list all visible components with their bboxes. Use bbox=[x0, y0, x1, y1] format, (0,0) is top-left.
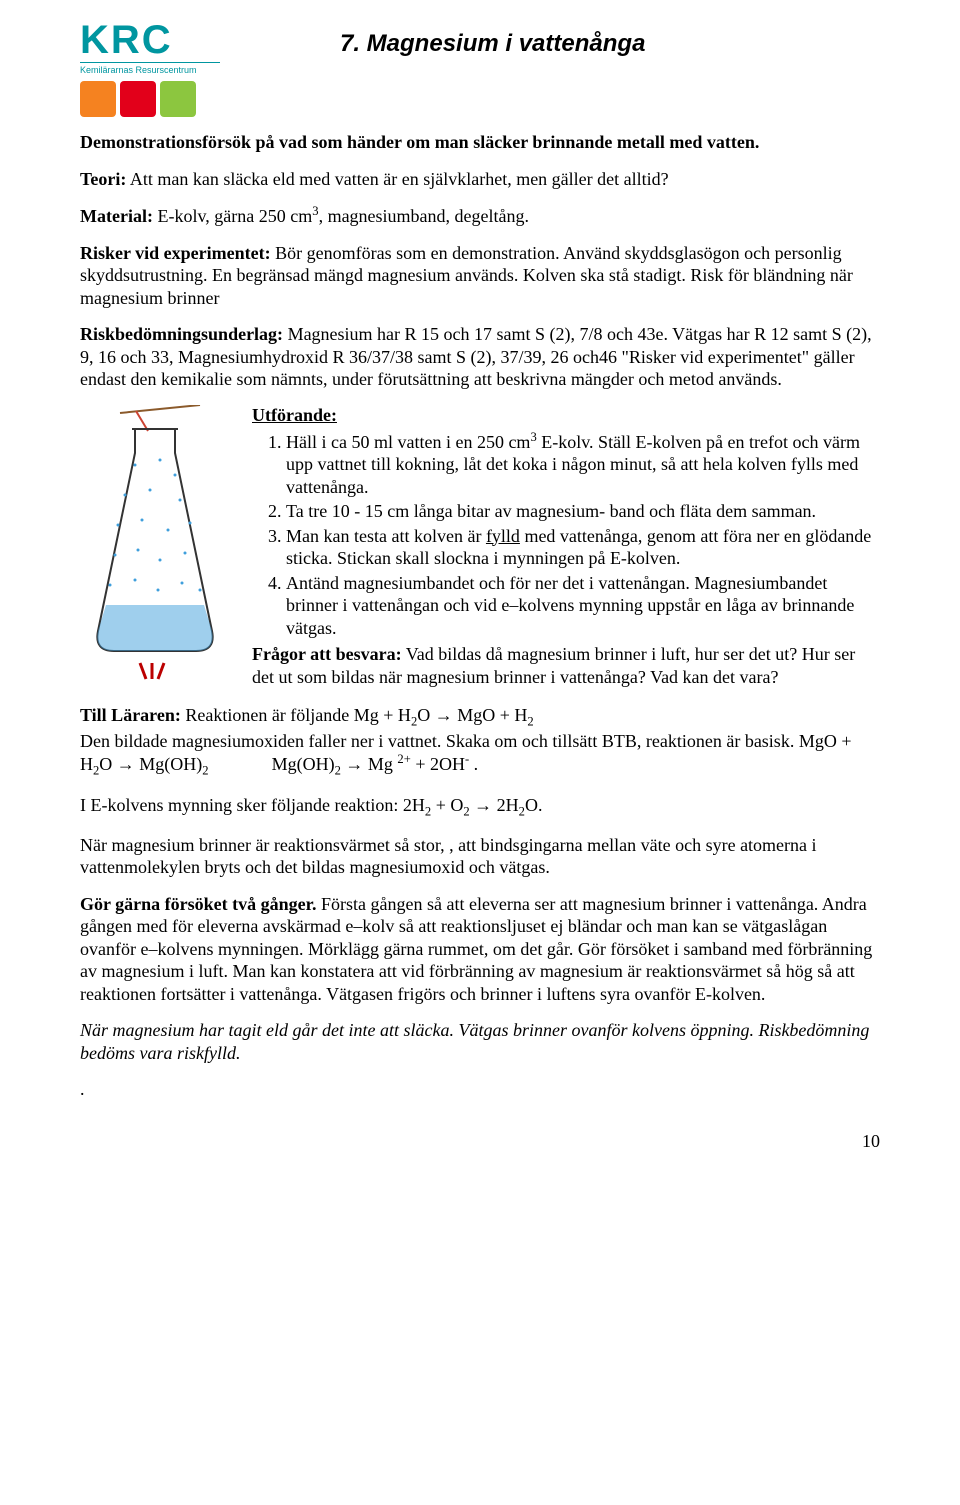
teori-paragraph: Teori: Att man kan släcka eld med vatten… bbox=[80, 168, 880, 191]
risker-paragraph: Risker vid experimentet: Bör genomföras … bbox=[80, 242, 880, 310]
till-lararen-paragraph: Till Läraren: Reaktionen är följande Mg … bbox=[80, 704, 880, 780]
logo-icons bbox=[80, 81, 220, 117]
steps-list: Häll i ca 50 ml vatten i en 250 cm3 E-ko… bbox=[252, 430, 880, 640]
riskbed-paragraph: Riskbedömningsunderlag: Magnesium har R … bbox=[80, 323, 880, 391]
material-text-b: , magnesiumband, degeltång. bbox=[319, 206, 529, 226]
fragor-label: Frågor att besvara: bbox=[252, 644, 402, 664]
dot-line: . bbox=[80, 1078, 880, 1101]
risker-label: Risker vid experimentet: bbox=[80, 243, 271, 263]
procedure-text: Utförande: Häll i ca 50 ml vatten i en 2… bbox=[252, 405, 880, 690]
utforande-label: Utförande: bbox=[252, 405, 880, 426]
mynning-paragraph: I E-kolvens mynning sker följande reakti… bbox=[80, 794, 880, 820]
flask-icon bbox=[80, 405, 230, 685]
logo: KRC Kemilärarnas Resurscentrum bbox=[80, 20, 220, 117]
page-number: 10 bbox=[80, 1131, 880, 1152]
material-text-a: E-kolv, gärna 250 cm bbox=[153, 206, 312, 226]
gor-label: Gör gärna försöket två gånger. bbox=[80, 894, 316, 914]
fragor-paragraph: Frågor att besvara: Vad bildas då magnes… bbox=[252, 643, 880, 688]
step-2: Ta tre 10 - 15 cm långa bitar av magnesi… bbox=[286, 500, 880, 523]
page-title: 7. Magnesium i vattenånga bbox=[340, 30, 645, 57]
italic-warning: När magnesium har tagit eld går det inte… bbox=[80, 1019, 880, 1064]
step-4: Antänd magnesiumbandet och för ner det i… bbox=[286, 572, 880, 640]
procedure-section: Utförande: Häll i ca 50 ml vatten i en 2… bbox=[80, 405, 880, 690]
header: KRC Kemilärarnas Resurscentrum 7. Magnes… bbox=[80, 20, 880, 117]
leaf-icon bbox=[160, 81, 196, 117]
riskbed-label: Riskbedömningsunderlag: bbox=[80, 324, 283, 344]
step-1: Häll i ca 50 ml vatten i en 250 cm3 E-ko… bbox=[286, 430, 880, 499]
flask-icon bbox=[80, 81, 116, 117]
teori-label: Teori: bbox=[80, 169, 126, 189]
varme-paragraph: När magnesium brinner är reaktionsvärmet… bbox=[80, 834, 880, 879]
logo-subtitle: Kemilärarnas Resurscentrum bbox=[80, 62, 220, 75]
till-lararen-label: Till Läraren: bbox=[80, 705, 181, 725]
gor-paragraph: Gör gärna försöket två gånger. Första gå… bbox=[80, 893, 880, 1006]
material-paragraph: Material: E-kolv, gärna 250 cm3, magnesi… bbox=[80, 204, 880, 228]
material-label: Material: bbox=[80, 206, 153, 226]
step-3: Man kan testa att kolven är fylld med va… bbox=[286, 525, 880, 570]
teori-text: Att man kan släcka eld med vatten är en … bbox=[126, 169, 668, 189]
title-block: 7. Magnesium i vattenånga bbox=[220, 20, 880, 58]
logo-text: KRC bbox=[80, 20, 220, 60]
intro-paragraph: Demonstrationsförsök på vad som händer o… bbox=[80, 131, 880, 154]
flask-illustration bbox=[80, 405, 240, 690]
drop-icon bbox=[120, 81, 156, 117]
